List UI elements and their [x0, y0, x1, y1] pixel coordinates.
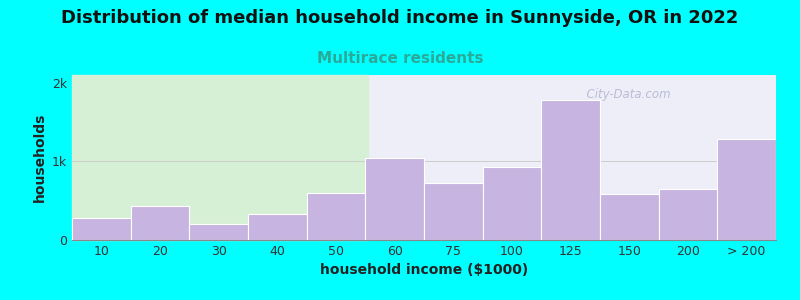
Bar [542, 100, 600, 240]
Bar [248, 214, 306, 240]
Bar [306, 193, 366, 240]
Bar [600, 194, 658, 240]
Bar [658, 189, 718, 240]
Text: Multirace residents: Multirace residents [317, 51, 483, 66]
Bar [366, 158, 424, 240]
Bar [130, 206, 190, 240]
Bar [424, 183, 482, 240]
Text: City-Data.com: City-Data.com [579, 88, 670, 101]
Bar [190, 224, 248, 240]
X-axis label: household income ($1000): household income ($1000) [320, 263, 528, 278]
Y-axis label: households: households [33, 113, 46, 202]
Bar [718, 140, 776, 240]
Text: Distribution of median household income in Sunnyside, OR in 2022: Distribution of median household income … [62, 9, 738, 27]
Bar [482, 167, 542, 240]
Bar [72, 75, 368, 240]
Bar [72, 218, 130, 240]
